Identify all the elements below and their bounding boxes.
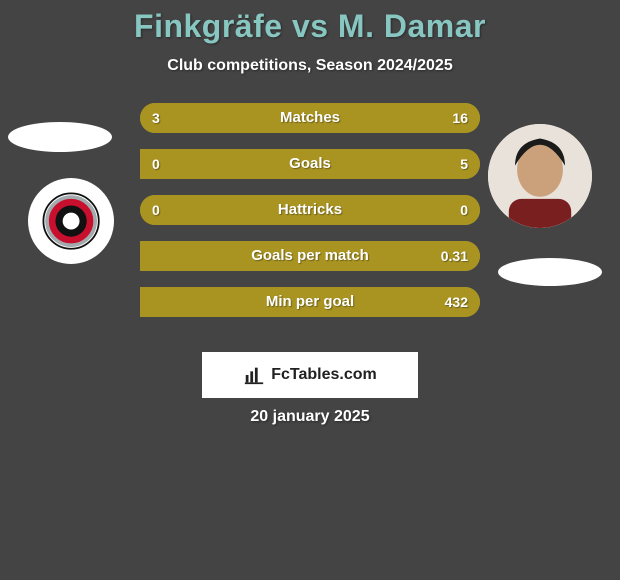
stat-row: Matches3 16: [140, 103, 480, 133]
stat-label: Goals: [140, 149, 480, 179]
stat-label: Min per goal: [140, 287, 480, 317]
comparison-title: Finkgräfe vs M. Damar: [0, 0, 620, 45]
stat-label: Matches: [140, 103, 480, 133]
player-left-shadow-ellipse: [8, 122, 112, 152]
stat-value-right: 432: [445, 287, 468, 317]
stat-value-right: 16: [452, 103, 468, 133]
stat-value-right: 5: [460, 149, 468, 179]
comparison-date: 20 january 2025: [0, 408, 620, 426]
stat-row: Goals per match0.31: [140, 241, 480, 271]
stat-value-left: 0: [152, 149, 160, 179]
stat-value-right: 0.31: [441, 241, 468, 271]
player-silhouette-icon: [488, 124, 592, 228]
stat-row: Min per goal432: [140, 287, 480, 317]
stat-value-left: 3: [152, 103, 160, 133]
hurricane-logo-icon: [41, 191, 101, 251]
stat-value-left: 0: [152, 195, 160, 225]
stat-label: Hattricks: [140, 195, 480, 225]
player-left-name: Finkgräfe: [134, 8, 283, 44]
stat-bars-container: Matches316Goals05Hattricks00Goals per ma…: [140, 103, 480, 333]
stat-row: Hattricks0 0: [140, 195, 480, 225]
stat-row: Goals0 5: [140, 149, 480, 179]
stats-chart: Matches316Goals05Hattricks00Goals per ma…: [0, 103, 620, 353]
bar-chart-icon: [243, 364, 265, 386]
comparison-subtitle: Club competitions, Season 2024/2025: [0, 57, 620, 75]
player-right-shadow-ellipse: [498, 258, 602, 286]
stat-label: Goals per match: [140, 241, 480, 271]
title-vs: vs: [292, 8, 338, 44]
stat-value-right: 0: [460, 195, 468, 225]
player-right-avatar: [488, 124, 592, 228]
brand-watermark: FcTables.com: [202, 352, 418, 398]
player-left-team-logo: [28, 178, 114, 264]
player-right-name: M. Damar: [338, 8, 486, 44]
brand-text: FcTables.com: [271, 366, 377, 384]
